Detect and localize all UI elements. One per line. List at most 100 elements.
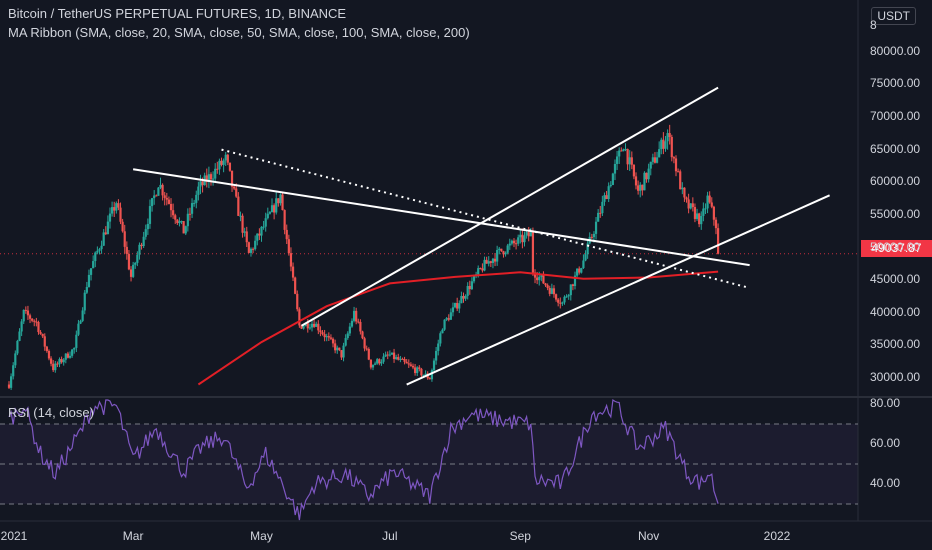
candle-body [691, 203, 694, 208]
candle-body [714, 219, 718, 229]
candle-body [94, 252, 97, 262]
candle-body [527, 232, 530, 237]
candle-body [525, 232, 528, 236]
candle-body [479, 268, 482, 270]
candle-body [634, 176, 638, 186]
candle-body [517, 237, 520, 244]
candle-body [554, 294, 558, 300]
candle-body [679, 171, 682, 190]
candle-body [71, 349, 74, 356]
candle-body [247, 242, 250, 253]
candle-body [365, 348, 368, 350]
candle-body [548, 287, 551, 294]
candle-body [89, 268, 93, 275]
candle-body [176, 219, 179, 224]
candle-body [639, 184, 642, 191]
candle-body [498, 248, 501, 251]
candle-body [35, 321, 38, 323]
rsi-label: RSI (14, close) [8, 405, 94, 420]
candle-body [153, 195, 156, 199]
candle-body [64, 353, 67, 360]
candle-body [531, 232, 535, 273]
candle-body [506, 245, 509, 253]
candle-body [117, 203, 120, 208]
candle-body [220, 160, 223, 165]
candle-body [270, 205, 274, 213]
candle-body [590, 236, 593, 238]
candle-body [129, 269, 133, 277]
candle-body [388, 354, 391, 356]
candle-body [138, 244, 141, 255]
candle-body [672, 157, 675, 159]
candle-body [254, 240, 257, 250]
candle-body [645, 172, 648, 180]
candle-body [359, 321, 362, 332]
candle-body [655, 157, 659, 163]
candle-body [643, 172, 646, 191]
candle-body [37, 322, 40, 333]
candle-body [325, 336, 328, 338]
candle-body [184, 226, 187, 234]
candle-body [681, 187, 684, 190]
candle-body [197, 186, 200, 195]
candle-body [100, 245, 103, 250]
candle-body [300, 325, 303, 329]
candle-body [519, 234, 522, 238]
candle-body [146, 223, 149, 230]
candle-body [369, 359, 373, 368]
candle-body [73, 347, 76, 350]
candle-body [256, 233, 259, 241]
candle-body [312, 323, 316, 327]
candle-body [390, 352, 394, 355]
candle-body [371, 364, 375, 368]
candle-body [683, 187, 686, 198]
currency-button[interactable]: USDT [871, 7, 916, 25]
time-tick-label: May [250, 529, 273, 543]
candle-body [163, 195, 166, 198]
price-tick-label: 35000.00 [870, 337, 921, 352]
candle-body [298, 309, 301, 326]
candle-body [338, 347, 341, 351]
trendline-1 [132, 168, 750, 267]
candle-body [584, 254, 587, 261]
indicator-label: MA Ribbon (SMA, close, 20, SMA, close, 5… [8, 25, 470, 40]
candle-body [239, 215, 242, 217]
candle-body [453, 302, 457, 308]
candle-body [62, 359, 65, 363]
candle-body [395, 357, 398, 360]
candle-body [658, 149, 661, 158]
candle-body [603, 195, 606, 202]
candle-body [435, 350, 438, 361]
candle-body [641, 184, 644, 191]
candle-body [193, 202, 196, 204]
candle-body [216, 168, 219, 170]
candle-body [580, 268, 583, 273]
rsi-tick-label: 40.00 [870, 476, 901, 490]
candle-body [567, 295, 570, 297]
candle-body [637, 185, 640, 191]
candle-body [266, 213, 269, 219]
candle-body [68, 355, 72, 358]
rsi-line [8, 398, 719, 521]
candle-body [302, 326, 305, 329]
candle-body [613, 163, 617, 174]
candle-body [56, 363, 59, 365]
candle-body [209, 174, 213, 180]
candle-body [26, 310, 30, 316]
candle-body [491, 258, 495, 264]
candle-body [308, 327, 311, 329]
candle-body [651, 157, 654, 162]
candle-body [18, 331, 21, 341]
candle-body [706, 195, 709, 209]
candle-body [441, 329, 444, 334]
candle-body [251, 248, 255, 250]
candle-body [127, 253, 131, 270]
candle-body [258, 233, 261, 236]
candle-body [98, 249, 101, 251]
candle-body [291, 266, 295, 278]
candle-body [49, 358, 53, 364]
candle-body [75, 334, 78, 348]
candle-body [628, 157, 631, 165]
